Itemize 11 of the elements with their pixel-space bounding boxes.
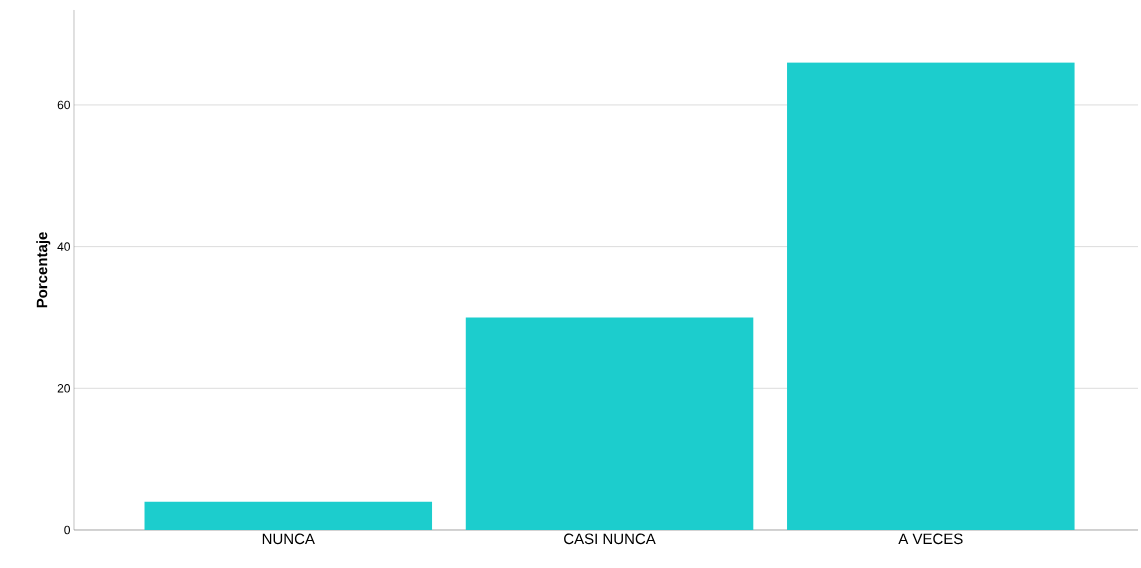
x-tick-label: CASI NUNCA: [564, 533, 656, 545]
x-tick-label: NUNCA: [262, 533, 315, 545]
bar: [465, 317, 754, 530]
y-tick-label: 40: [57, 242, 70, 251]
y-tick-label: 20: [57, 384, 70, 393]
y-tick-label: 60: [57, 100, 70, 110]
y-tick-label: 0: [64, 525, 70, 535]
y-axis-title: Porcentaje: [36, 232, 51, 308]
bar: [787, 62, 1075, 530]
x-tick-label: A VECES: [898, 533, 963, 545]
bar: [144, 501, 433, 530]
